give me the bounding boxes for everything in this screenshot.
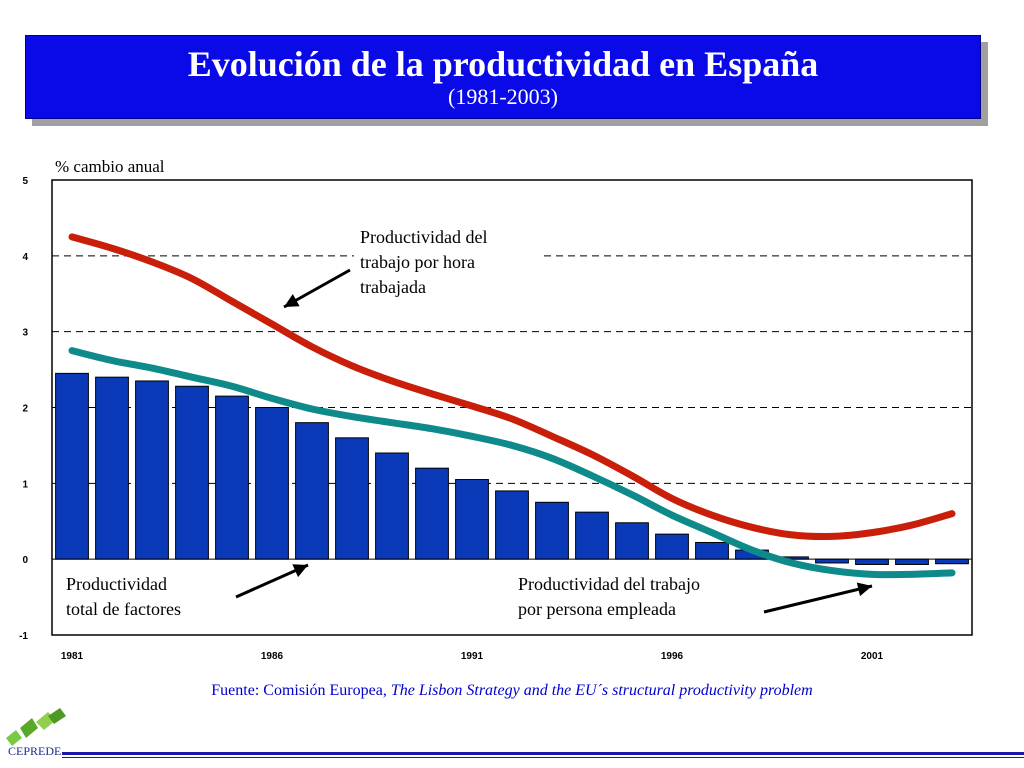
tfp-bar [935,558,969,565]
y-tick-label: 0 [22,555,28,566]
tfp-bar [295,422,329,560]
tfp-bar [455,479,489,560]
y-tick-label: -1 [19,631,28,642]
arrow-labour-per-employee [763,584,873,614]
tfp-bar [535,501,569,560]
footer-rule-thin [62,757,1024,758]
annotation-tfp-line: total de factores [66,599,181,619]
tfp-bar [895,558,929,565]
y-tick-label: 4 [22,252,28,263]
page-title: Evolución de la productividad en España [187,44,819,84]
tfp-bar [55,372,89,560]
tfp-bar [335,437,369,560]
annotation-labour-per-hour-line: trabajo por hora [360,252,475,272]
x-tick-label: 1981 [61,651,84,662]
tfp-bar [815,558,849,564]
y-tick-label: 1 [22,479,28,490]
x-tick-label: 1986 [261,651,284,662]
tfp-bar [375,452,409,560]
y-axis-label: % cambio anual [55,157,165,176]
annotation-backdrop [354,223,544,297]
title-banner: Evolución de la productividad en España … [25,35,981,119]
tfp-bar [655,533,689,560]
y-tick-label: 2 [22,404,28,415]
arrow-labour-per-hour-head [284,294,300,307]
tfp-bar [415,467,449,560]
annotation-labour-per-hour-line: Productividad del [360,227,487,247]
tfp-bar [615,522,649,560]
source-note: Fuente: Comisión Europea, The Lisbon Str… [0,682,1024,700]
source-work: The Lisbon Strategy and the EU´s structu… [390,682,813,699]
productivity-chart: 5 4 3 2 1 0 -1 % cambio anual Productividad del t… [19,157,973,662]
tfp-bar [495,490,529,560]
logo-text: CEPREDE [8,744,62,758]
tfp-bar [255,407,289,560]
tfp-bar [175,385,209,560]
x-tick-label: 1991 [461,651,484,662]
ceprede-logo-icon [6,708,66,746]
arrow-labour-per-employee-head [856,582,872,597]
tfp-bar [575,511,609,560]
labour-per-hour-line [68,233,956,541]
page-subtitle: (1981-2003) [448,84,558,109]
x-tick-label: 1996 [661,651,684,662]
annotation-tfp-line: Productividad [66,574,167,594]
annotation-labour-per-employee-line: por persona empleada [518,599,676,619]
tfp-bar [855,558,889,565]
tfp-bar [695,541,729,560]
labour-per-employee-line [68,347,956,579]
annotation-labour-per-hour-line: trabajada [360,277,426,297]
tfp-bar [135,380,169,560]
annotation-labour-per-employee-line: Productividad del trabajo [518,574,700,594]
y-tick-label: 3 [22,328,28,339]
arrow-tfp-head [292,564,308,578]
source-prefix: Fuente: Comisión Europea, [211,682,387,699]
tfp-bar [95,376,129,560]
x-tick-label: 2001 [861,651,884,662]
footer-rule [62,752,1024,755]
tfp-bar [215,395,249,560]
y-tick-label: 5 [22,176,28,187]
